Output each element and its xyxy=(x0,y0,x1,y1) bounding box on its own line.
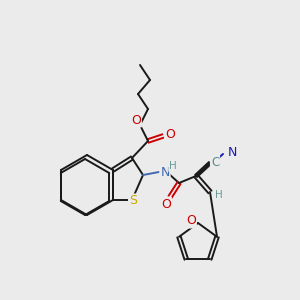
Text: N: N xyxy=(160,166,170,178)
Text: H: H xyxy=(169,161,177,171)
Text: O: O xyxy=(165,128,175,142)
Text: O: O xyxy=(186,214,196,227)
Text: C: C xyxy=(211,155,219,169)
Text: S: S xyxy=(129,194,137,208)
Text: O: O xyxy=(131,113,141,127)
Text: O: O xyxy=(161,197,171,211)
Text: H: H xyxy=(215,190,223,200)
Text: N: N xyxy=(227,146,237,158)
